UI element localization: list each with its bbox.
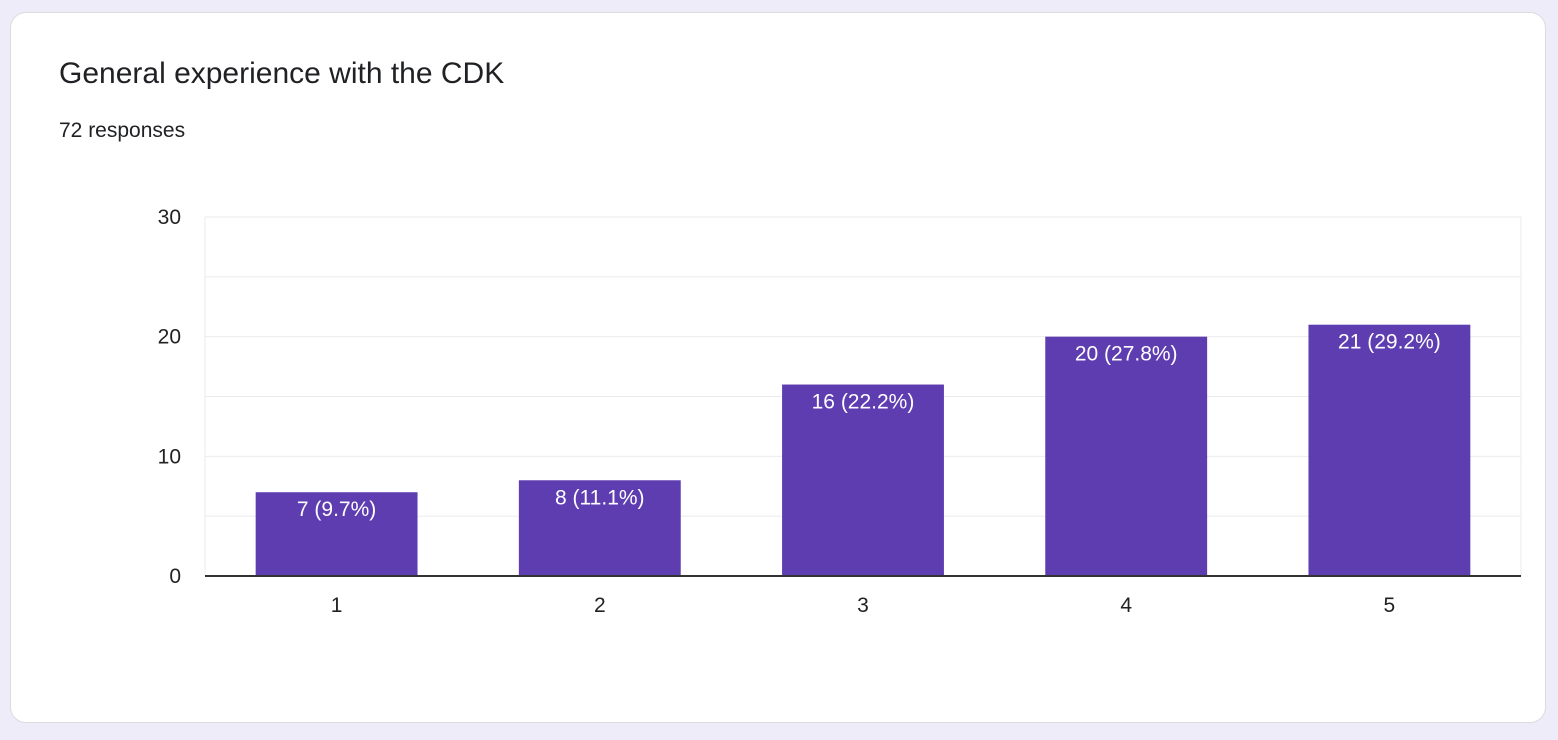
bar-data-label: 20 (27.8%) <box>1075 343 1178 366</box>
bar <box>518 480 681 576</box>
bar <box>1308 324 1471 576</box>
chart-title: General experience with the CDK <box>59 57 505 90</box>
y-tick-label: 30 <box>158 206 181 229</box>
response-count: 72 responses <box>59 119 186 142</box>
bar <box>1045 336 1208 576</box>
x-tick-label: 2 <box>594 594 606 617</box>
bar-chart: 0 10 20 30 7 (9.7%) 1 8 (11.1%) 2 16 (22.2%) 3 20 … <box>158 206 1522 617</box>
bar-data-label: 21 (29.2%) <box>1338 331 1441 354</box>
x-tick-label: 5 <box>1384 594 1396 617</box>
bar-data-label: 7 (9.7%) <box>297 498 376 521</box>
bar-data-label: 16 (22.2%) <box>812 391 915 414</box>
bar <box>782 384 944 576</box>
y-tick-label: 10 <box>158 445 181 468</box>
y-tick-label: 20 <box>158 326 181 349</box>
y-tick-label: 0 <box>169 565 181 588</box>
x-tick-label: 3 <box>857 594 869 617</box>
x-tick-label: 1 <box>331 594 343 617</box>
x-tick-label: 4 <box>1120 594 1132 617</box>
bar <box>255 492 418 576</box>
bar-data-label: 8 (11.1%) <box>555 486 645 509</box>
chart-card: General experience with the CDK 72 respo… <box>10 12 1546 723</box>
